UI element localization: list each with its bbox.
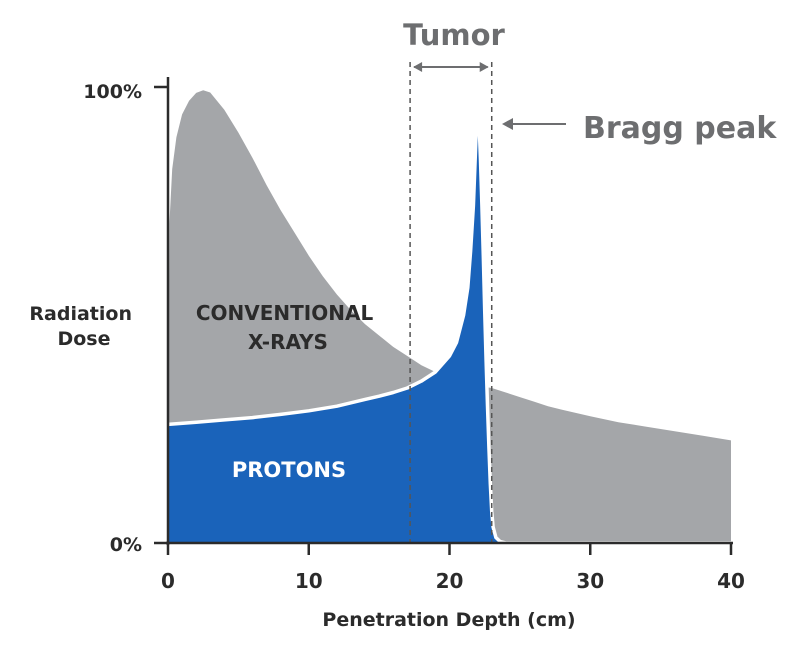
y-tick-label-bottom: 0% <box>110 534 142 556</box>
plot-area <box>154 62 733 545</box>
y-axis-label-line-2: Dose <box>57 328 110 350</box>
x-tick-label-0: 0 <box>161 569 175 593</box>
x-tick-labels: 0 10 20 30 40 <box>161 543 745 593</box>
xray-series-label-line-1: CONVENTIONAL <box>196 301 374 325</box>
x-axis-label: Penetration Depth (cm) <box>322 609 575 631</box>
y-axis-label-line-1: Radiation <box>29 303 132 325</box>
xray-series-label-line-2: X-RAYS <box>248 330 328 354</box>
x-tick-label-20: 20 <box>436 569 464 593</box>
x-tick-label-10: 10 <box>295 569 323 593</box>
xray-series-label: CONVENTIONAL X-RAYS <box>196 301 380 354</box>
tumor-arrow-head-right <box>479 62 489 72</box>
y-tick-label-top: 100% <box>83 81 142 103</box>
y-axis-label: Radiation Dose <box>29 303 138 350</box>
x-tick-label-30: 30 <box>576 569 604 593</box>
bragg-peak-label: Bragg peak <box>583 111 777 146</box>
tumor-arrow-head-left <box>413 62 423 72</box>
x-tick-label-40: 40 <box>717 569 745 593</box>
tumor-label: Tumor <box>403 18 505 52</box>
protons-area <box>168 109 731 544</box>
protons-outline <box>167 108 731 545</box>
bragg-peak-arrow-head <box>502 118 513 130</box>
protons-series-label: PROTONS <box>232 458 346 482</box>
